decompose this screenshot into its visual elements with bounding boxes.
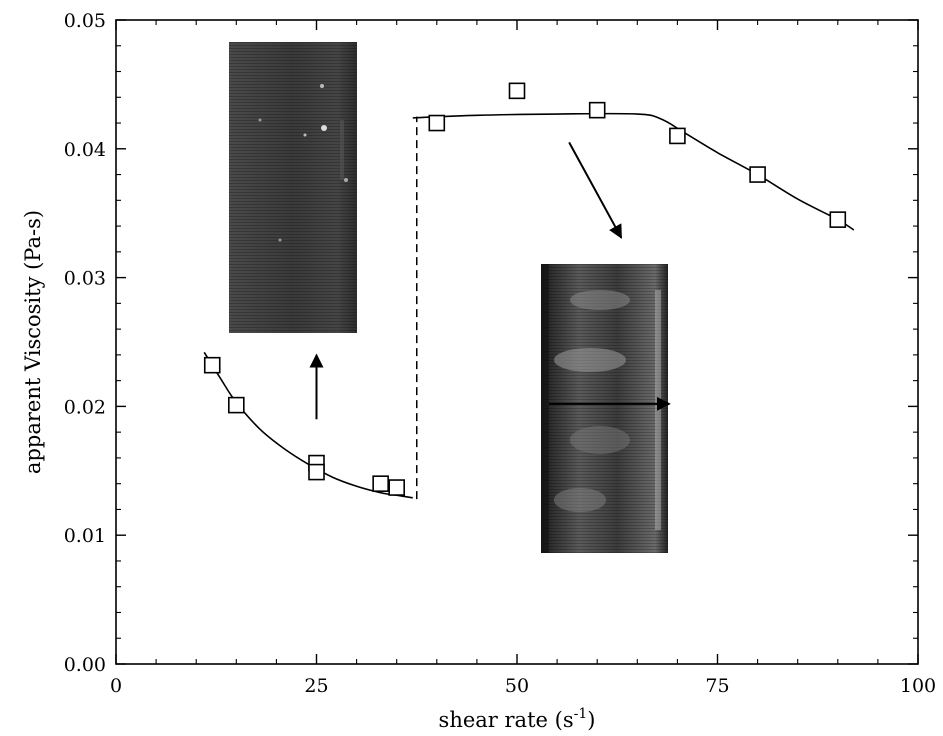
fit-curve-2: [412, 112, 855, 231]
data-point: [428, 114, 446, 132]
data-point: [669, 127, 686, 145]
x-tick-label: 0: [110, 675, 122, 697]
y-tick-label: 0.04: [64, 139, 106, 161]
x-axis-label: shear rate (s-1): [439, 706, 596, 732]
y-tick-label: 0.02: [64, 396, 106, 418]
y-axis-label: apparent Viscosity (Pa-s): [21, 210, 45, 474]
y-tick-label: 0.05: [64, 10, 106, 32]
x-tick-labels: 0 25 50 75 100: [110, 675, 936, 697]
data-point: [372, 475, 389, 492]
x-tick-label: 75: [705, 675, 729, 697]
data-point: [588, 101, 606, 119]
y-tick-labels: 0.00 0.01 0.02 0.03 0.04 0.05: [64, 10, 106, 676]
axis-ticks: [115, 19, 919, 665]
inset-image-high-shear: [541, 264, 668, 553]
data-point: [228, 396, 245, 414]
annotation-arrow-2: [568, 141, 623, 239]
annotation-arrows: [309, 141, 671, 420]
data-point: [749, 166, 766, 183]
x-tick-label: 100: [900, 675, 936, 697]
x-tick-label: 25: [304, 675, 328, 697]
y-tick-label: 0.00: [64, 654, 106, 676]
data-markers: [203, 82, 847, 496]
inset-image-low-shear: [229, 42, 357, 333]
data-point: [203, 356, 221, 374]
data-point: [308, 463, 325, 481]
y-tick-label: 0.01: [64, 525, 106, 547]
x-tick-label: 50: [505, 675, 529, 697]
data-point: [388, 479, 406, 496]
y-tick-label: 0.03: [64, 268, 106, 290]
data-point: [829, 211, 847, 228]
data-point: [508, 82, 526, 100]
